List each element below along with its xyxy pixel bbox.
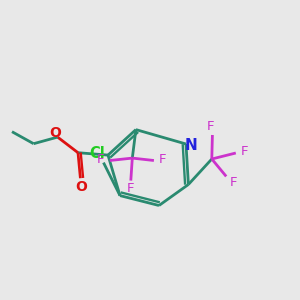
Text: O: O <box>75 180 87 194</box>
Text: N: N <box>185 138 198 153</box>
Text: F: F <box>159 153 167 167</box>
Text: Cl: Cl <box>89 146 105 161</box>
Text: F: F <box>207 120 215 133</box>
Text: F: F <box>241 145 248 158</box>
Text: F: F <box>230 176 238 190</box>
Text: F: F <box>97 153 104 167</box>
Text: F: F <box>127 182 134 196</box>
Text: O: O <box>49 126 61 140</box>
